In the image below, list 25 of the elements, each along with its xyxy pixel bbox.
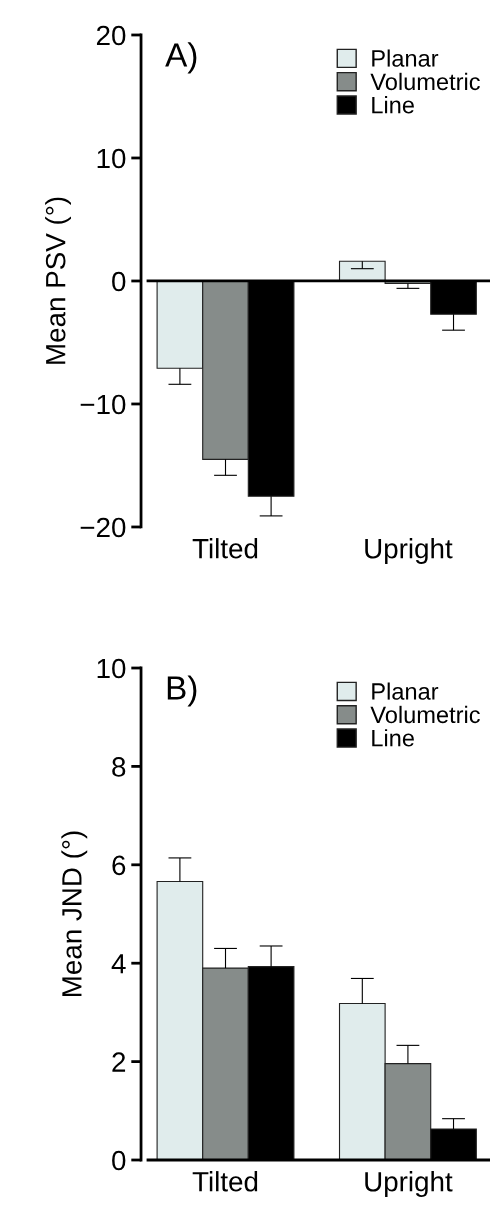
y-tick-label: 0 [112,271,126,292]
legend-label: Volumetric [370,705,480,724]
chart-title: B) [167,675,197,707]
y-tick-label: 2 [112,1052,126,1072]
legend-label: Line [372,729,414,747]
chart-title: A) [165,42,197,74]
y-tick-label: 10 [97,148,126,169]
legend-label: Planar [372,682,439,700]
x-tick-label: Upright [365,1171,453,1198]
y-axis-title: Mean JND (°) [61,831,88,996]
y-tick-label: 10 [97,658,126,679]
y-tick-label: 20 [96,25,126,46]
x-tick-label: Tilted [192,538,258,559]
x-tick-label: Upright [365,538,453,564]
x-tick-label: Tilted [192,1171,258,1192]
y-tick-label: 0 [112,1150,126,1171]
y-tick-label: −20 [80,517,126,538]
legend-label: Volumetric [370,72,480,91]
y-tick-label: 8 [112,757,126,777]
y-axis-title: Mean PSV (°) [45,197,71,364]
legend-label: Planar [372,49,439,67]
y-tick-label: −10 [80,394,126,415]
legend-label: Line [372,96,414,114]
y-tick-label: 6 [112,855,126,876]
y-tick-label: 4 [111,954,126,974]
